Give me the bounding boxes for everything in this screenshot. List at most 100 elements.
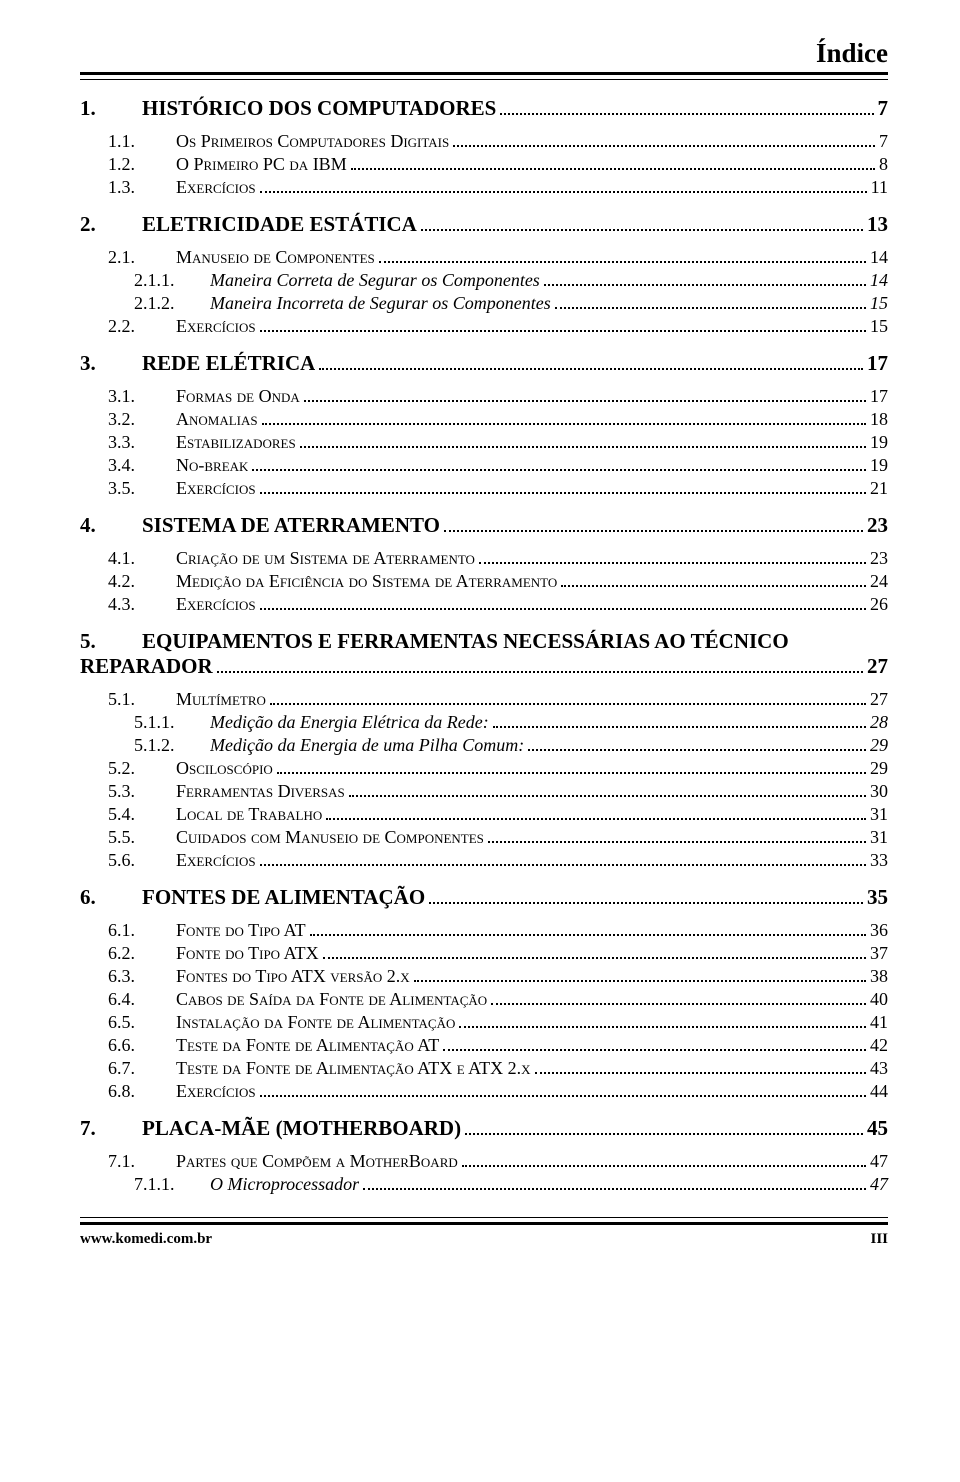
- toc-entry: 2.ELETRICIDADE ESTÁTICA 13: [80, 212, 888, 237]
- toc-number: 5.: [80, 629, 142, 654]
- toc-page: 31: [870, 804, 888, 825]
- toc-page: 35: [867, 885, 888, 910]
- toc-page: 17: [867, 351, 888, 376]
- toc-entry: 1.1.Os Primeiros Computadores Digitais 7: [108, 131, 888, 152]
- toc-entry: 7.1.Partes que Compõem a MotherBoard 47: [108, 1151, 888, 1172]
- toc-number: 6.4.: [108, 989, 176, 1010]
- toc-number: 4.2.: [108, 571, 176, 592]
- toc-leader-dots: [444, 530, 863, 532]
- toc-leader-dots: [379, 261, 866, 263]
- toc-entry: 5.4.Local de Trabalho 31: [108, 804, 888, 825]
- toc-page: 29: [870, 735, 888, 756]
- toc-entry: 2.1.1.Maneira Correta de Segurar os Comp…: [134, 270, 888, 291]
- toc-label: Cabos de Saída da Fonte de Alimentação: [176, 989, 487, 1010]
- toc-number: 1.3.: [108, 177, 176, 198]
- toc-number: 6.8.: [108, 1081, 176, 1102]
- toc-page: 40: [870, 989, 888, 1010]
- toc-number: 6.7.: [108, 1058, 176, 1079]
- toc-leader-dots: [310, 934, 866, 936]
- toc-leader-dots: [414, 980, 866, 982]
- toc-leader-dots: [260, 492, 866, 494]
- toc-leader-dots: [260, 191, 867, 193]
- rule-thick: [80, 72, 888, 75]
- toc-entry: 2.1.Manuseio de Componentes 14: [108, 247, 888, 268]
- toc-entry: 5.5.Cuidados com Manuseio de Componentes…: [108, 827, 888, 848]
- toc-label: ELETRICIDADE ESTÁTICA: [142, 212, 417, 237]
- toc-label: Maneira Correta de Segurar os Componente…: [210, 270, 540, 291]
- toc-label: FONTES DE ALIMENTAÇÃO: [142, 885, 425, 910]
- toc-page: 15: [870, 316, 888, 337]
- footer-rules: [80, 1217, 888, 1225]
- toc-leader-dots: [462, 1165, 866, 1167]
- toc-leader-dots: [363, 1188, 866, 1190]
- toc-leader-dots: [453, 145, 875, 147]
- toc-leader-dots: [300, 446, 866, 448]
- toc-page: 13: [867, 212, 888, 237]
- toc-leader-dots: [528, 749, 866, 751]
- toc-page: 27: [867, 654, 888, 679]
- toc-label: Multímetro: [176, 689, 266, 710]
- toc-page: 38: [870, 966, 888, 987]
- toc-number: 2.1.2.: [134, 293, 210, 314]
- toc-label: EQUIPAMENTOS E FERRAMENTAS NECESSÁRIAS A…: [142, 629, 789, 654]
- rule-thin: [80, 1217, 888, 1218]
- toc-entry: 6.1.Fonte do Tipo AT 36: [108, 920, 888, 941]
- toc-page: 8: [879, 154, 888, 175]
- toc-leader-dots: [260, 608, 866, 610]
- toc-number: 4.3.: [108, 594, 176, 615]
- rule-thick: [80, 1222, 888, 1225]
- toc-entry: 1.3.Exercícios 11: [108, 177, 888, 198]
- toc-entry: 6.8.Exercícios 44: [108, 1081, 888, 1102]
- toc-leader-dots: [304, 400, 866, 402]
- toc-leader-dots: [544, 284, 866, 286]
- toc-page: 23: [867, 513, 888, 538]
- toc-page: 30: [870, 781, 888, 802]
- toc-label: Exercícios: [176, 478, 256, 499]
- toc-number: 2.1.: [108, 247, 176, 268]
- toc-number: 2.: [80, 212, 142, 237]
- toc-number: 6.: [80, 885, 142, 910]
- toc-entry: 3.2.Anomalias 18: [108, 409, 888, 430]
- toc-leader-dots: [349, 795, 866, 797]
- toc-label: Osciloscópio: [176, 758, 273, 779]
- header-rules: [80, 72, 888, 80]
- toc-leader-dots: [270, 703, 866, 705]
- page-header-title: Índice: [80, 38, 888, 69]
- toc-entry: 5.6.Exercícios 33: [108, 850, 888, 871]
- toc-number: 5.1.2.: [134, 735, 210, 756]
- toc-entry: 2.1.2.Maneira Incorreta de Segurar os Co…: [134, 293, 888, 314]
- toc-entry: 6.4.Cabos de Saída da Fonte de Alimentaç…: [108, 989, 888, 1010]
- toc-leader-dots: [351, 168, 875, 170]
- toc-number: 6.5.: [108, 1012, 176, 1033]
- toc-entry: 2.2.Exercícios 15: [108, 316, 888, 337]
- toc-entry: 7.1.1.O Microprocessador 47: [134, 1174, 888, 1195]
- toc-number: 3.5.: [108, 478, 176, 499]
- toc-label: REDE ELÉTRICA: [142, 351, 315, 376]
- toc-number: 1.2.: [108, 154, 176, 175]
- toc-label: Local de Trabalho: [176, 804, 322, 825]
- toc-number: 6.2.: [108, 943, 176, 964]
- toc-number: 6.3.: [108, 966, 176, 987]
- footer-page-number: III: [870, 1231, 888, 1248]
- toc-number: 5.5.: [108, 827, 176, 848]
- toc-page: 27: [870, 689, 888, 710]
- rule-thin: [80, 79, 888, 80]
- toc-label: Exercícios: [176, 177, 256, 198]
- toc-page: 33: [870, 850, 888, 871]
- toc-number: 7.1.1.: [134, 1174, 210, 1195]
- toc-label: Maneira Incorreta de Segurar os Componen…: [210, 293, 551, 314]
- footer-url: www.komedi.com.br: [80, 1231, 212, 1248]
- toc-entry: 5.1.1.Medição da Energia Elétrica da Red…: [134, 712, 888, 733]
- toc-entry: 3.3.Estabilizadores 19: [108, 432, 888, 453]
- toc-number: 7.1.: [108, 1151, 176, 1172]
- toc-leader-dots: [500, 113, 873, 115]
- toc-number: 3.2.: [108, 409, 176, 430]
- toc-label: Manuseio de Componentes: [176, 247, 375, 268]
- toc-number: 6.6.: [108, 1035, 176, 1056]
- toc-leader-dots: [488, 841, 866, 843]
- toc-number: 5.3.: [108, 781, 176, 802]
- toc-number: 2.1.1.: [134, 270, 210, 291]
- toc-entry: 4.SISTEMA DE ATERRAMENTO 23: [80, 513, 888, 538]
- toc-label: Estabilizadores: [176, 432, 296, 453]
- toc-page: 37: [870, 943, 888, 964]
